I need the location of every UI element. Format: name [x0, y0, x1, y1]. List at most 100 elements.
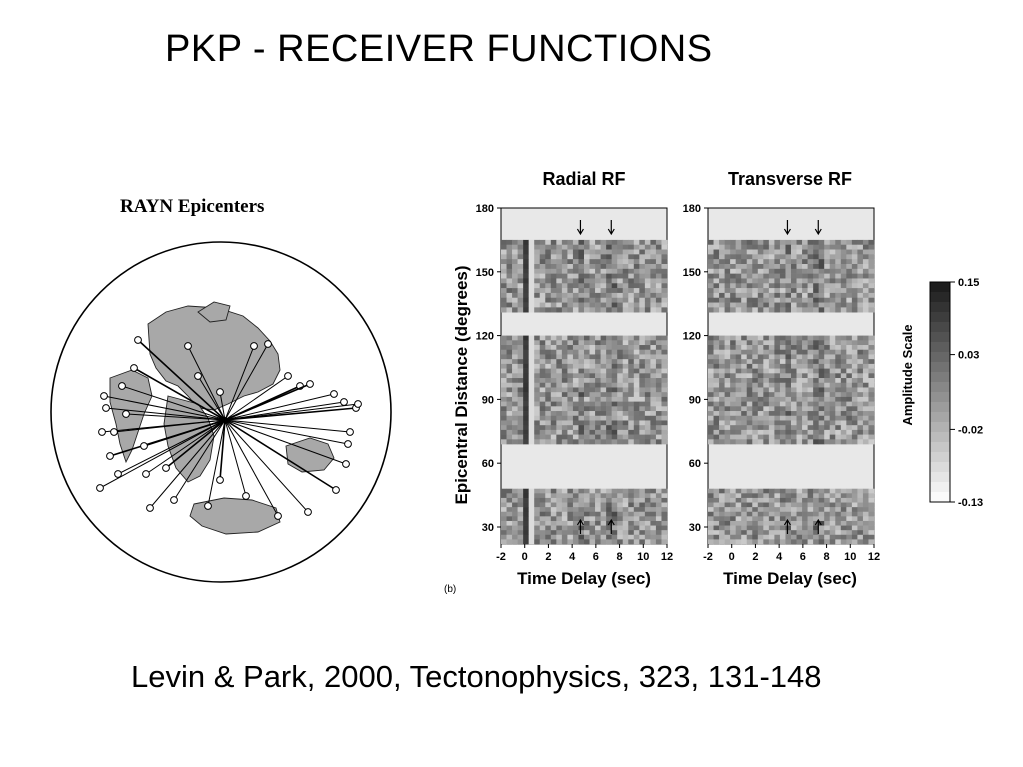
heatmap-cell [501, 525, 507, 531]
heatmap-cell [584, 406, 590, 412]
heatmap-cell [589, 488, 596, 494]
heatmap-cell [807, 516, 814, 522]
heatmap-cell [757, 264, 764, 270]
heatmap-cell [622, 283, 629, 289]
heatmap-cell [639, 368, 646, 374]
heatmap-cell [757, 292, 764, 299]
heatmap-cell [506, 425, 513, 431]
heatmap-cell [846, 244, 853, 250]
heatmap-cell [829, 525, 836, 531]
epicenter-marker [304, 508, 312, 516]
heatmap-cell [730, 425, 736, 431]
heatmap-cell [851, 359, 858, 365]
heatmap-cell [517, 340, 524, 346]
heatmap-cell [724, 406, 731, 412]
heatmap-cell [595, 244, 601, 250]
heatmap-cell [746, 530, 753, 536]
heatmap-cell [545, 511, 552, 517]
heatmap-cell [757, 283, 764, 289]
heatmap-cell [724, 345, 731, 351]
heatmap-cell [862, 539, 869, 545]
heatmap-cell [617, 264, 624, 270]
heatmap-cell [661, 307, 668, 313]
heatmap-cell [730, 345, 736, 351]
heatmap-cell [501, 534, 507, 540]
heatmap-cell [813, 292, 819, 299]
heatmap-cell [757, 302, 764, 308]
heatmap-cell [851, 525, 858, 531]
heatmap-cell [611, 401, 618, 407]
heatmap-cell [650, 283, 657, 289]
heatmap-cell [545, 363, 552, 369]
heatmap-cell [628, 530, 635, 536]
heatmap-cell [539, 254, 546, 260]
heatmap-cell [791, 411, 797, 417]
heatmap-cell [545, 264, 552, 270]
heatmap-cell [561, 429, 568, 435]
heatmap-cell [818, 488, 825, 494]
x-tick-label: 10 [844, 551, 856, 563]
ray-path [224, 419, 337, 491]
heatmap-cell [846, 335, 853, 341]
heatmap-cell [501, 239, 507, 246]
heatmap-cell [550, 288, 557, 294]
heatmap-cell [724, 368, 731, 374]
heatmap-cell [829, 259, 836, 265]
heatmap-cell [550, 530, 557, 536]
heatmap-cell [567, 273, 574, 279]
heatmap-cell [708, 507, 714, 513]
heatmap-cell [534, 368, 541, 374]
antarctica-land [189, 497, 281, 535]
heatmap-cell [628, 297, 635, 303]
heatmap-cell [735, 415, 742, 421]
heatmap-cell [517, 254, 524, 260]
heatmap-cell [818, 254, 825, 260]
heatmap-cell [818, 283, 825, 289]
heatmap-cell [813, 406, 819, 412]
heatmap-cell [572, 507, 579, 513]
heatmap-cell [556, 507, 563, 513]
colorbar-step [930, 292, 950, 303]
heatmap-cell [512, 349, 518, 355]
heatmap-cell [785, 507, 792, 513]
heatmap-cell [572, 525, 579, 531]
heatmap-cell [735, 525, 742, 531]
heatmap-cell [567, 340, 574, 346]
epicenter-marker [340, 398, 348, 406]
heatmap-cell [523, 539, 529, 545]
heatmap-cell [539, 382, 546, 388]
heatmap-cell [768, 387, 775, 393]
heatmap-cell [791, 406, 797, 412]
heatmap-cell [523, 396, 529, 402]
heatmap-cell [774, 497, 781, 503]
heatmap-cell [791, 497, 797, 503]
heatmap-cell [779, 382, 786, 388]
heatmap-cell [763, 288, 770, 294]
heatmap-cell [567, 359, 574, 365]
heatmap-cell [578, 401, 585, 407]
heatmap-cell [774, 259, 781, 265]
heatmap-cell [757, 335, 764, 341]
heatmap-cell [802, 493, 808, 499]
heatmap-cell [611, 254, 618, 260]
heatmap-cell [589, 411, 596, 417]
heatmap-cell [572, 249, 579, 255]
heatmap-cell [639, 439, 646, 445]
heatmap-cell [644, 373, 651, 379]
heatmap-cell [517, 354, 524, 360]
heatmap-cell [835, 354, 842, 360]
heatmap-cell [835, 497, 842, 503]
heatmap-cell [857, 307, 864, 313]
heatmap-cell [556, 530, 563, 536]
heatmap-cell [523, 511, 529, 517]
ray-path [224, 343, 269, 421]
heatmap-cell [534, 415, 541, 421]
heatmap-cell [802, 254, 808, 260]
heatmap-cell [779, 278, 786, 284]
heatmap-cell [735, 264, 742, 270]
heatmap-cell [791, 288, 797, 294]
heatmap-cell [779, 411, 786, 417]
heatmap-cell [846, 420, 853, 426]
heatmap-cell [763, 401, 770, 407]
heatmap-cell [523, 525, 529, 531]
